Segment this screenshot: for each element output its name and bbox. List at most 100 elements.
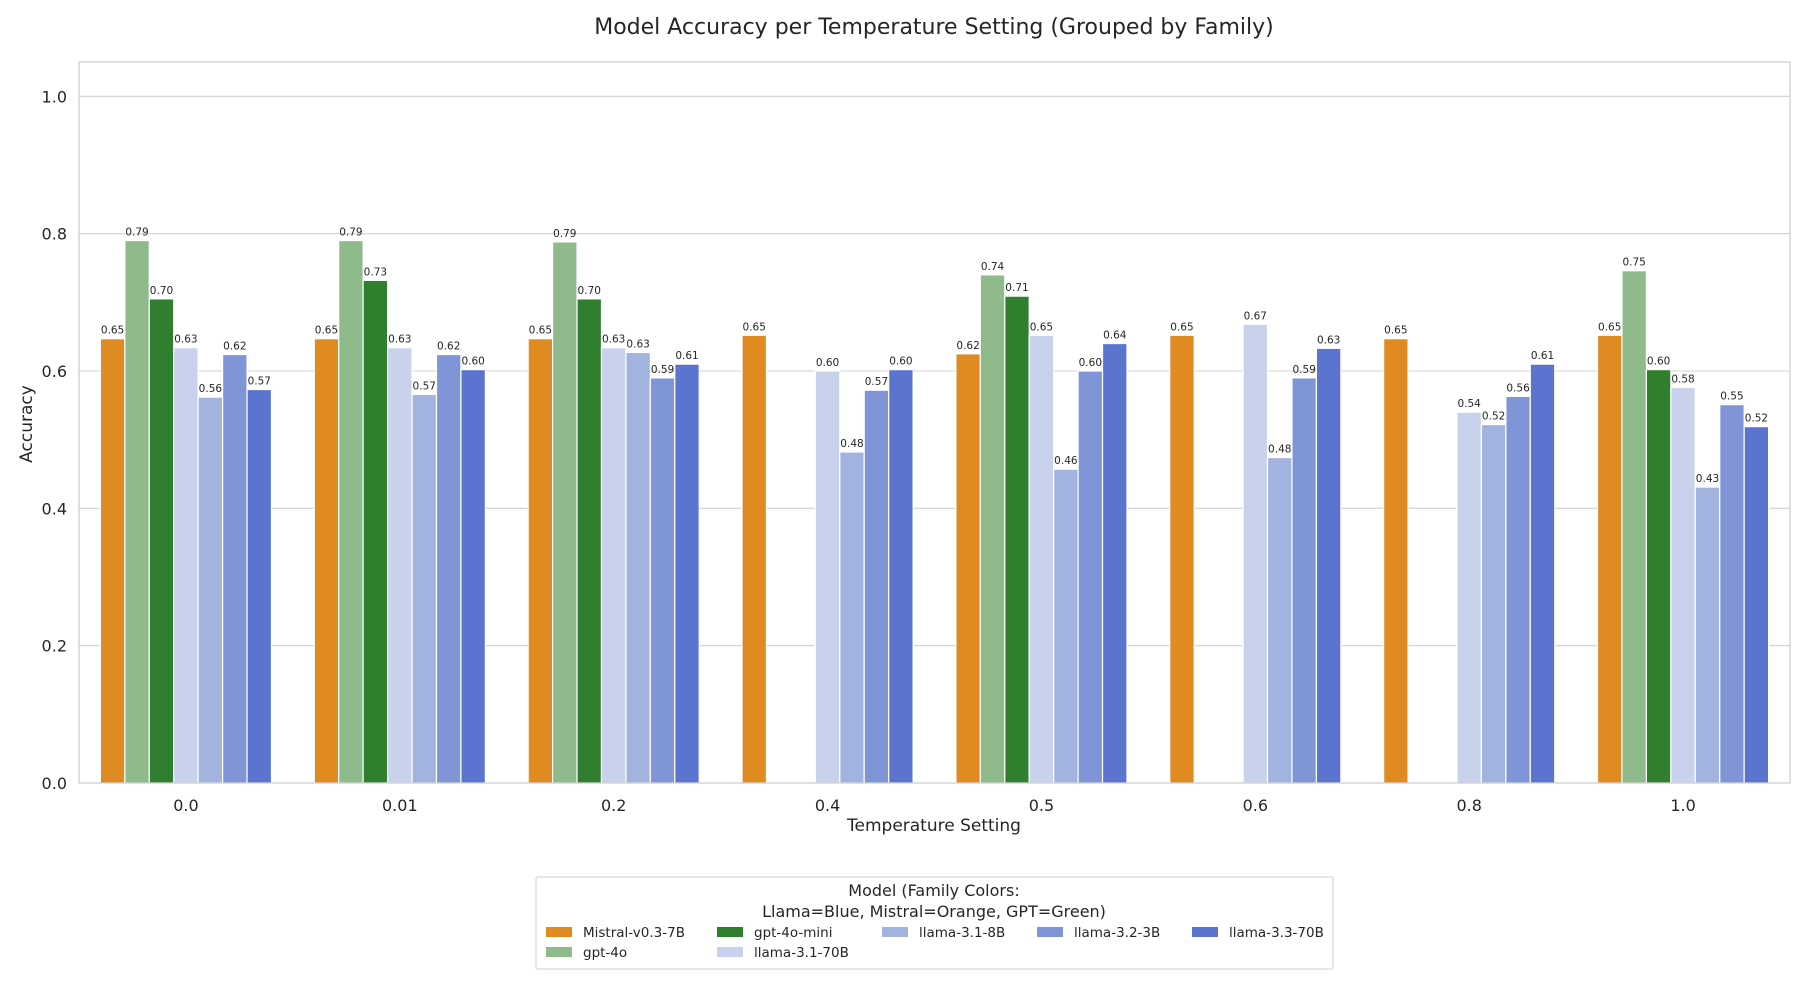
bar bbox=[1695, 487, 1719, 783]
bar-value-label: 0.65 bbox=[743, 321, 766, 333]
bar bbox=[1005, 296, 1029, 783]
bar bbox=[601, 348, 625, 783]
bar-value-label: 0.64 bbox=[1103, 330, 1127, 342]
bar bbox=[436, 355, 460, 783]
bar bbox=[174, 348, 198, 783]
bar bbox=[1268, 458, 1292, 783]
bars bbox=[100, 241, 1768, 783]
x-axis-ticks: 0.0 0.01 0.2 0.4 0.5 0.6 0.8 1.0 bbox=[173, 796, 1696, 815]
legend-swatch bbox=[1037, 927, 1063, 937]
bar bbox=[528, 339, 552, 783]
bar-value-label: 0.62 bbox=[956, 340, 979, 352]
y-tick-label: 0.6 bbox=[42, 362, 67, 381]
legend-title-line-2: Llama=Blue, Mistral=Orange, GPT=Green) bbox=[762, 902, 1106, 921]
y-tick-label: 0.4 bbox=[42, 499, 67, 518]
bar-value-label: 0.65 bbox=[101, 325, 124, 337]
bar bbox=[149, 299, 173, 783]
bar bbox=[864, 390, 888, 783]
bar bbox=[1744, 427, 1768, 783]
bar bbox=[223, 355, 247, 783]
bar-value-label: 0.74 bbox=[981, 261, 1005, 273]
bar-value-label: 0.63 bbox=[174, 334, 197, 346]
y-tick-label: 0.0 bbox=[42, 774, 67, 793]
x-tick-label: 1.0 bbox=[1670, 796, 1695, 815]
bar bbox=[553, 242, 577, 783]
bar bbox=[1103, 344, 1127, 783]
bar bbox=[1316, 348, 1340, 783]
bar bbox=[1384, 339, 1408, 783]
bar bbox=[1720, 405, 1744, 783]
bar bbox=[461, 370, 485, 783]
bar bbox=[1054, 469, 1078, 783]
legend-item-label: llama-3.1-70B bbox=[754, 945, 849, 961]
bar-value-label: 0.63 bbox=[1317, 334, 1340, 346]
bar bbox=[1292, 378, 1316, 783]
bar-value-label: 0.54 bbox=[1457, 398, 1481, 410]
x-tick-label: 0.8 bbox=[1456, 796, 1481, 815]
legend-swatch bbox=[546, 947, 572, 957]
bar bbox=[675, 364, 699, 783]
bar-value-label: 0.63 bbox=[602, 334, 625, 346]
bar-value-label: 0.67 bbox=[1244, 310, 1267, 322]
bar-value-label: 0.56 bbox=[1506, 382, 1530, 394]
y-axis-ticks: 0.0 0.2 0.4 0.6 0.8 1.0 bbox=[42, 87, 67, 793]
bar-value-label: 0.62 bbox=[223, 341, 246, 353]
bar-value-label: 0.65 bbox=[1598, 321, 1621, 333]
bar-value-label: 0.79 bbox=[339, 227, 362, 239]
x-tick-label: 0.4 bbox=[815, 796, 840, 815]
bar-value-label: 0.46 bbox=[1054, 455, 1078, 467]
bar bbox=[742, 335, 766, 783]
bar-value-label: 0.55 bbox=[1720, 391, 1743, 403]
bar bbox=[1243, 324, 1267, 783]
bar bbox=[1457, 412, 1481, 783]
bar-value-label: 0.70 bbox=[150, 285, 173, 297]
bar bbox=[1170, 335, 1194, 783]
bar-value-label: 0.65 bbox=[315, 325, 338, 337]
x-tick-label: 0.2 bbox=[601, 796, 626, 815]
y-axis-label: Accuracy bbox=[17, 385, 37, 463]
x-tick-label: 0.5 bbox=[1029, 796, 1054, 815]
legend-item-label: llama-3.3-70B bbox=[1229, 925, 1324, 941]
bar-value-label: 0.75 bbox=[1622, 257, 1645, 269]
bar bbox=[1622, 271, 1646, 783]
y-tick-label: 0.2 bbox=[42, 637, 67, 656]
bar-value-label: 0.48 bbox=[840, 438, 863, 450]
bar bbox=[1481, 425, 1505, 783]
x-tick-label: 0.01 bbox=[382, 796, 418, 815]
legend: Model (Family Colors: Llama=Blue, Mistra… bbox=[536, 877, 1333, 969]
bar bbox=[100, 339, 124, 783]
legend-item-label: gpt-4o bbox=[583, 945, 627, 961]
bar-value-label: 0.65 bbox=[529, 325, 552, 337]
bar bbox=[1646, 370, 1670, 783]
x-axis-label: Temperature Setting bbox=[846, 816, 1021, 836]
bar-value-label: 0.56 bbox=[199, 383, 223, 395]
bar-value-label: 0.61 bbox=[1531, 350, 1554, 362]
bar bbox=[1506, 396, 1530, 783]
x-tick-label: 0.0 bbox=[173, 796, 198, 815]
bar-value-label: 0.65 bbox=[1384, 325, 1407, 337]
bar bbox=[198, 397, 222, 783]
bar bbox=[577, 299, 601, 783]
bar-value-label: 0.57 bbox=[413, 380, 436, 392]
bar-value-label: 0.59 bbox=[1293, 364, 1316, 376]
bar-value-label: 0.60 bbox=[1079, 357, 1102, 369]
bar-value-label: 0.71 bbox=[1005, 282, 1028, 294]
bar-value-label: 0.79 bbox=[553, 228, 576, 240]
y-tick-label: 1.0 bbox=[42, 87, 67, 106]
bar bbox=[1671, 387, 1695, 783]
bar-value-label: 0.63 bbox=[626, 338, 649, 350]
bar-value-label: 0.48 bbox=[1268, 444, 1291, 456]
legend-swatch bbox=[882, 927, 908, 937]
bar-value-label: 0.65 bbox=[1030, 321, 1053, 333]
bar-value-label: 0.58 bbox=[1671, 373, 1694, 385]
legend-item-label: Mistral-v0.3-7B bbox=[583, 925, 685, 941]
bar-value-label: 0.60 bbox=[1647, 356, 1670, 368]
legend-title-line-1: Model (Family Colors: bbox=[848, 881, 1019, 900]
bar bbox=[1530, 364, 1554, 783]
bar bbox=[247, 390, 271, 783]
legend-swatch bbox=[546, 927, 572, 937]
bar-value-label: 0.60 bbox=[461, 356, 484, 368]
bar-value-label: 0.73 bbox=[364, 266, 387, 278]
